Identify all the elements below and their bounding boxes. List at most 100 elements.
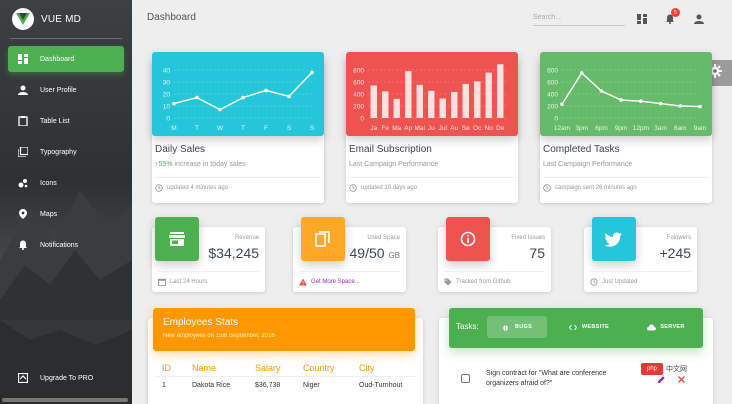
notifications-bell-icon[interactable] (665, 11, 677, 24)
table-divider (156, 376, 415, 377)
bar-ju (428, 90, 435, 118)
tab-bugs[interactable]: BUGS (487, 316, 547, 338)
employees-header: Employees Stats New employees on 15th Se… (153, 308, 415, 351)
dashboard-icon (18, 54, 28, 64)
completed-tasks-chart: 0 200 400 600 800 12am 3pm 6pm 9pm 12pm 3am 6am 9am (540, 52, 712, 136)
update-icon (590, 278, 598, 286)
sidebar-item-label: Upgrade To PRO (40, 374, 94, 382)
card-divider (349, 177, 515, 178)
table-header-country: Country (303, 363, 335, 373)
y-tick-label: 200 (547, 104, 558, 111)
sidebar-scrollbar[interactable] (0, 396, 132, 404)
x-tick-label: Oc (473, 125, 482, 132)
sidebar-nav: Dashboard User Profile Table List Typogr… (0, 46, 132, 263)
get-more-space-link[interactable]: Get More Space... (299, 278, 360, 286)
twitter-icon (592, 217, 636, 261)
content-copy-icon (301, 217, 345, 261)
clock-icon (155, 184, 163, 192)
increase-percentage: 55% (158, 161, 173, 168)
warning-icon (299, 278, 307, 286)
y-tick-label: 0 (554, 116, 558, 123)
brand-title: VUE MD (41, 13, 82, 25)
y-tick-label: 30 (163, 80, 171, 87)
bar-ap (405, 71, 412, 118)
watermark: php 中文网 (638, 362, 690, 376)
table-cell-salary: $36,738 (255, 382, 281, 389)
stat-value: 49/50 GB (350, 245, 401, 261)
tab-server[interactable]: SERVER (635, 316, 697, 338)
data-point (241, 95, 245, 100)
x-tick-label: 6pm (595, 125, 608, 132)
x-tick-label: Au (450, 125, 458, 132)
sidebar-item-upgrade[interactable]: Upgrade To PRO (8, 366, 124, 390)
close-icon (677, 371, 686, 388)
unarchive-icon (17, 372, 29, 384)
x-tick-label: T (241, 125, 245, 132)
table-cell-id: 1 (162, 382, 166, 389)
y-tick-label: 40 (163, 68, 171, 75)
employees-stats-card: Employees Stats New employees on 15th Se… (148, 308, 423, 404)
series-line (173, 71, 313, 111)
card-subtitle: Last Campaign Performance (349, 161, 439, 168)
tasks-card: Tasks: BUGS WEBSITE SERVER Sign contract… (439, 308, 713, 404)
clock-icon (543, 184, 551, 192)
stat-footer-text: Tracked from Github (456, 279, 511, 285)
dashboard-icon[interactable] (637, 11, 649, 24)
tab-website[interactable]: WEBSITE (559, 316, 619, 338)
brand-divider (10, 38, 122, 39)
store-icon (155, 217, 199, 261)
x-tick-label: 9pm (615, 125, 628, 132)
sidebar-item-icons[interactable]: Icons (8, 170, 124, 196)
card-footer-text: updated 4 minutes ago (167, 185, 229, 191)
x-tick-label: Ju (428, 125, 435, 132)
stat-footer: Last 24 Hours (158, 278, 207, 286)
card-footer: updated 10 days ago (349, 184, 417, 192)
edit-task-button[interactable] (657, 371, 667, 383)
y-tick-label: 600 (547, 80, 558, 87)
bar-ja (370, 85, 377, 118)
card-subtitle: ↑55% increase in today sales (155, 161, 246, 168)
tasks-header: Tasks: BUGS WEBSITE SERVER (449, 308, 703, 348)
card-subtitle-text: increase in today sales (172, 161, 246, 168)
y-tick-label: 20 (163, 92, 171, 99)
stat-footer-text: Just Updated (602, 279, 638, 285)
x-tick-label: Se (462, 125, 470, 132)
bar-jul (439, 98, 446, 118)
sidebar-item-notifications[interactable]: Notifications (8, 232, 124, 258)
data-point (678, 104, 683, 108)
card-divider (543, 177, 709, 178)
edit-icon (657, 371, 666, 388)
tab-label: WEBSITE (581, 324, 610, 330)
cloud-icon (647, 324, 657, 331)
x-tick-label: 9am (694, 125, 706, 132)
stat-value: +245 (659, 245, 691, 261)
table-cell-city: Oud-Turnhout (359, 382, 403, 389)
x-tick-label: S (310, 125, 315, 132)
brand[interactable]: VUE MD (0, 0, 132, 38)
data-point (639, 99, 643, 103)
stat-label: Used Space (367, 235, 400, 241)
daily-sales-chart-svg: 0 10 20 30 40 M T W T F S S (163, 68, 315, 133)
person-icon[interactable] (694, 11, 706, 24)
person-icon (18, 85, 28, 95)
card-footer: updated 4 minutes ago (155, 184, 228, 192)
sidebar-item-typography[interactable]: Typography (8, 139, 124, 165)
series-line (561, 71, 701, 108)
bubble-chart-icon (18, 178, 28, 188)
y-tick-label: 0 (360, 116, 364, 123)
sidebar-item-user-profile[interactable]: User Profile (8, 77, 124, 103)
remove-task-button[interactable] (677, 371, 687, 383)
clipboard-icon (18, 116, 28, 126)
scrollbar-thumb[interactable] (2, 398, 128, 402)
stat-footer-text: Get More Space... (311, 279, 360, 285)
sidebar-item-maps[interactable]: Maps (8, 201, 124, 227)
y-tick-label: 200 (353, 104, 364, 111)
bug-icon (502, 324, 509, 331)
task-checkbox[interactable] (461, 374, 470, 383)
sidebar-item-table-list[interactable]: Table List (8, 108, 124, 134)
search-input[interactable]: Search... (533, 10, 625, 26)
task-text: Sign contract for "What are conference o… (486, 370, 607, 387)
calendar-icon (158, 278, 166, 286)
sidebar-item-dashboard[interactable]: Dashboard (8, 46, 124, 72)
stat-divider (444, 271, 545, 272)
